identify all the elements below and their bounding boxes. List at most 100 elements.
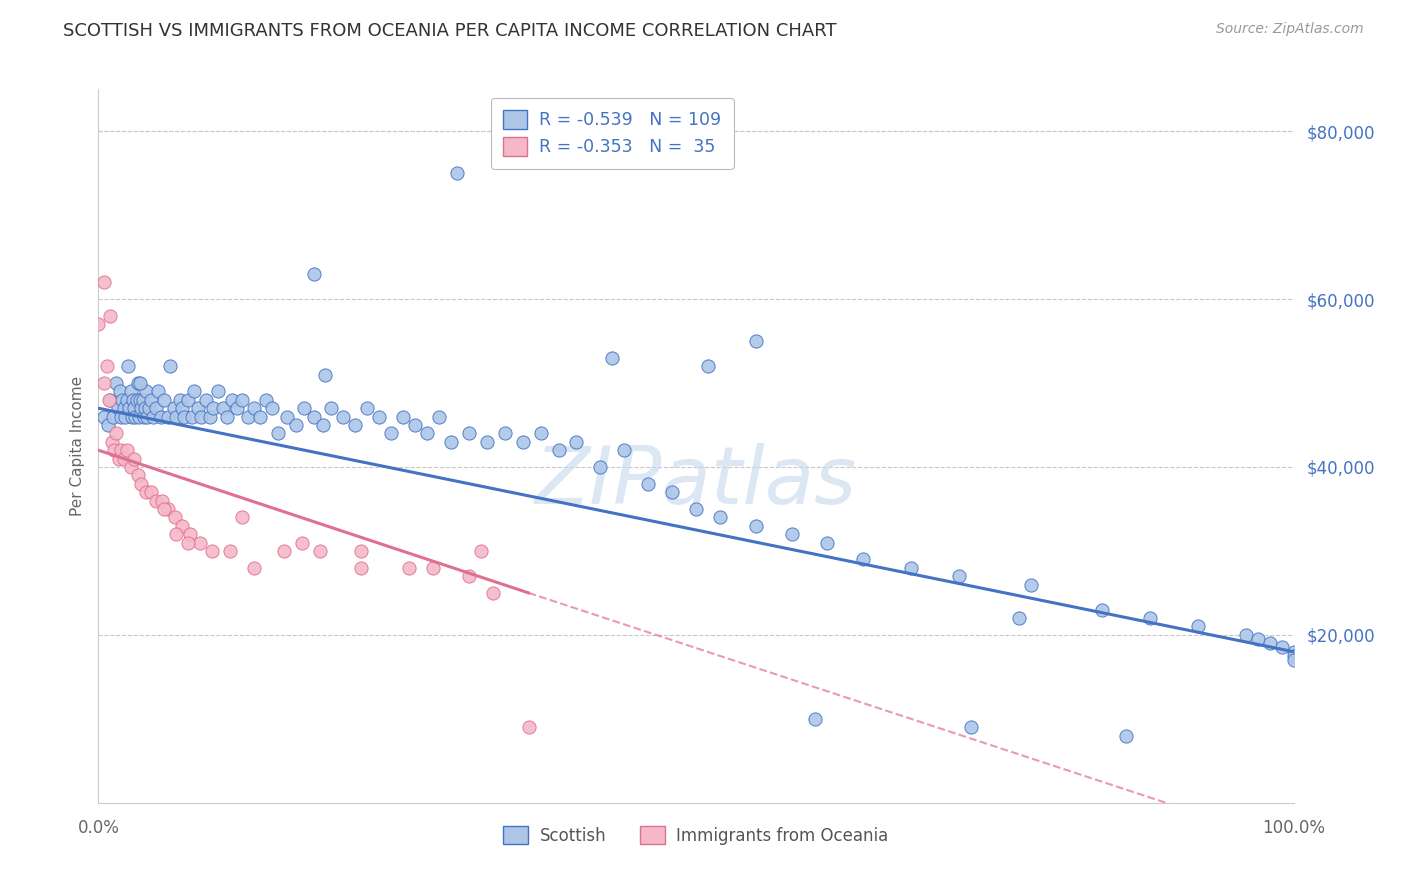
- Point: [780, 527, 803, 541]
- Point: [960, 720, 983, 734]
- Point: [156, 502, 179, 516]
- Point: [260, 401, 283, 416]
- Point: [103, 443, 125, 458]
- Point: [697, 359, 720, 374]
- Point: [446, 166, 468, 180]
- Point: [111, 392, 134, 407]
- Point: [118, 401, 141, 416]
- Point: [165, 409, 187, 424]
- Legend: Scottish, Immigrants from Oceania: Scottish, Immigrants from Oceania: [496, 820, 896, 852]
- Point: [291, 535, 314, 549]
- Point: [226, 401, 249, 416]
- Point: [1091, 603, 1114, 617]
- Point: [1019, 577, 1042, 591]
- Point: [124, 451, 146, 466]
- Point: [169, 392, 191, 407]
- Point: [427, 409, 450, 424]
- Point: [107, 451, 129, 466]
- Point: [110, 409, 132, 424]
- Point: [159, 359, 181, 374]
- Point: [112, 401, 135, 416]
- Point: [1008, 611, 1031, 625]
- Point: [221, 392, 243, 407]
- Point: [97, 417, 120, 432]
- Text: ZIPatlas: ZIPatlas: [534, 442, 858, 521]
- Point: [254, 392, 277, 407]
- Point: [243, 401, 266, 416]
- Point: [315, 368, 337, 382]
- Point: [110, 443, 132, 458]
- Point: [201, 544, 224, 558]
- Point: [108, 384, 131, 399]
- Point: [105, 426, 128, 441]
- Point: [302, 409, 325, 424]
- Point: [139, 485, 162, 500]
- Point: [98, 309, 122, 323]
- Point: [267, 426, 290, 441]
- Point: [458, 569, 481, 583]
- Point: [122, 392, 145, 407]
- Point: [284, 417, 307, 432]
- Point: [136, 409, 159, 424]
- Point: [589, 460, 612, 475]
- Point: [105, 376, 128, 390]
- Point: [745, 334, 768, 348]
- Point: [129, 392, 152, 407]
- Point: [131, 392, 153, 407]
- Point: [96, 359, 118, 374]
- Point: [458, 426, 481, 441]
- Point: [138, 401, 160, 416]
- Point: [124, 401, 146, 416]
- Point: [115, 443, 138, 458]
- Point: [243, 560, 266, 574]
- Point: [163, 401, 186, 416]
- Point: [114, 409, 136, 424]
- Point: [249, 409, 271, 424]
- Point: [602, 351, 624, 365]
- Point: [125, 392, 148, 407]
- Point: [422, 560, 444, 574]
- Point: [128, 409, 150, 424]
- Point: [156, 409, 179, 424]
- Point: [368, 409, 391, 424]
- Point: [145, 401, 167, 416]
- Point: [211, 401, 233, 416]
- Point: [236, 409, 259, 424]
- Point: [187, 401, 209, 416]
- Text: SCOTTISH VS IMMIGRANTS FROM OCEANIA PER CAPITA INCOME CORRELATION CHART: SCOTTISH VS IMMIGRANTS FROM OCEANIA PER …: [63, 22, 837, 40]
- Point: [1234, 628, 1257, 642]
- Point: [1271, 640, 1294, 655]
- Point: [177, 392, 200, 407]
- Point: [120, 384, 142, 399]
- Point: [709, 510, 731, 524]
- Point: [661, 485, 683, 500]
- Point: [153, 502, 176, 516]
- Point: [565, 434, 588, 449]
- Point: [1258, 636, 1281, 650]
- Point: [120, 460, 142, 475]
- Point: [173, 409, 195, 424]
- Point: [470, 544, 492, 558]
- Point: [350, 560, 373, 574]
- Text: Source: ZipAtlas.com: Source: ZipAtlas.com: [1216, 22, 1364, 37]
- Point: [145, 493, 167, 508]
- Point: [900, 560, 922, 574]
- Point: [131, 476, 153, 491]
- Point: [195, 392, 218, 407]
- Point: [475, 434, 498, 449]
- Point: [188, 535, 211, 549]
- Point: [494, 426, 516, 441]
- Point: [127, 468, 149, 483]
- Point: [231, 510, 253, 524]
- Point: [219, 544, 242, 558]
- Point: [165, 527, 187, 541]
- Point: [332, 409, 354, 424]
- Point: [148, 384, 170, 399]
- Point: [350, 544, 373, 558]
- Point: [117, 359, 139, 374]
- Point: [302, 267, 325, 281]
- Point: [149, 409, 172, 424]
- Point: [1247, 632, 1270, 646]
- Point: [321, 401, 343, 416]
- Point: [1187, 619, 1209, 633]
